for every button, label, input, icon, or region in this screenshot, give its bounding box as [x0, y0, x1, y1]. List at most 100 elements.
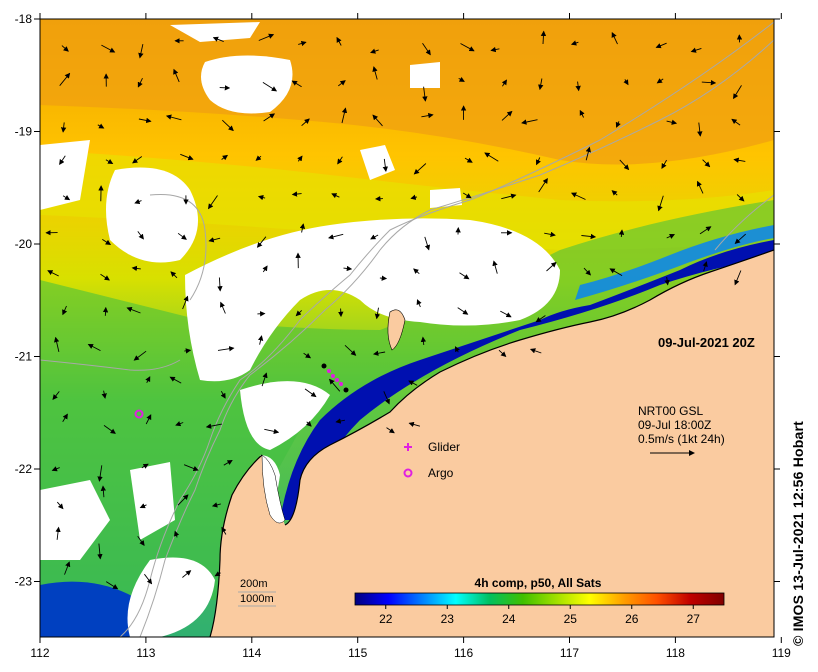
current-vector-arrow [291, 191, 302, 197]
current-vector-arrow [291, 80, 302, 88]
current-vector-arrow [55, 526, 61, 540]
current-vector-arrow [100, 485, 107, 498]
current-vector-arrow [97, 123, 105, 129]
current-vector-arrow [305, 421, 312, 427]
current-vector-arrow [131, 265, 141, 272]
current-vector-arrow [59, 72, 71, 86]
y-tick-label: -19 [15, 125, 33, 139]
current-vector-arrow [344, 344, 357, 356]
current-scale-label: 0.5m/s (1kt 24h) [638, 432, 725, 446]
current-vector-arrow [101, 390, 107, 399]
y-tick-label: -22 [15, 462, 33, 476]
current-vector-arrow [62, 413, 68, 423]
current-vector-arrow [47, 270, 59, 277]
current-vector-arrow [101, 44, 116, 53]
current-vector-arrow [102, 306, 109, 316]
x-tick-label: 116 [454, 646, 473, 660]
current-vector-arrow [690, 47, 702, 53]
current-vector-arrow [464, 157, 473, 163]
current-vector-arrow [207, 195, 218, 210]
x-tick-label: 113 [136, 646, 155, 660]
current-vector-arrow [262, 82, 278, 92]
current-vector-arrow [105, 581, 119, 590]
current-vector-arrow [183, 464, 199, 472]
current-vector-arrow [258, 33, 275, 41]
current-vector-arrow [696, 180, 704, 194]
current-vector-arrow [544, 231, 556, 238]
colorbar-tick-label: 23 [441, 612, 455, 626]
current-vector-arrow [408, 380, 418, 386]
green-coastal-water [40, 200, 774, 600]
current-vector-arrow [328, 233, 344, 240]
current-vector-arrow [734, 233, 746, 244]
current-vector-arrow [212, 36, 224, 43]
current-vector-arrow [257, 335, 264, 345]
current-vector-arrow [420, 336, 427, 346]
current-vector-arrow [303, 352, 312, 359]
current-vector-arrow [144, 573, 153, 585]
y-tick-label: -21 [15, 350, 33, 364]
current-vector-arrow [413, 268, 420, 275]
current-vector-arrow [701, 79, 717, 86]
x-tick-label: 115 [348, 646, 367, 660]
current-vector-arrow [733, 85, 742, 100]
copyright-icon: © [790, 635, 806, 646]
current-vector-arrow [655, 42, 667, 49]
colorbar-tick-label: 24 [502, 612, 516, 626]
current-vector-arrow [221, 154, 229, 161]
current-vector-arrow [257, 194, 266, 201]
current-vector-arrow [137, 231, 144, 240]
current-vector-arrow [211, 502, 221, 508]
current-vector-arrow [666, 119, 678, 125]
current-vector-arrow [500, 310, 512, 318]
current-vector-arrow [733, 157, 746, 163]
x-tick-label: 117 [560, 646, 579, 660]
current-vector-arrow [343, 265, 353, 272]
current-vector-arrow [301, 118, 310, 127]
x-tick-label: 112 [30, 646, 49, 660]
current-vector-arrow [298, 40, 307, 47]
colorbar-ticks: 22 23 24 25 26 27 [379, 605, 700, 626]
current-vector-arrow [217, 346, 235, 352]
current-vector-arrow [262, 265, 268, 273]
current-vector-arrow [454, 346, 460, 353]
current-vector-arrow [217, 277, 223, 292]
current-vector-arrow [408, 421, 421, 428]
current-vector-arrow [702, 261, 708, 272]
current-vector-arrow [521, 119, 538, 125]
current-vector-arrow [221, 526, 227, 535]
colorbar-tick-label: 26 [625, 612, 639, 626]
credit-line: © IMOS 13-Jul-2021 12:56 Hobart [790, 421, 806, 646]
current-vector-arrow [546, 261, 557, 272]
transition-band [40, 150, 774, 250]
current-vector-arrow [173, 530, 180, 538]
current-vector-arrow [132, 156, 143, 164]
current-vector-arrow [422, 43, 431, 56]
argo-float-marker [134, 409, 144, 419]
current-vector-arrow [373, 350, 386, 356]
southwest-cool-water [40, 581, 144, 637]
map-frame [39, 18, 775, 638]
current-vector-arrow [103, 425, 116, 434]
coastal-islands [387, 309, 406, 351]
current-vector-arrow [175, 421, 184, 427]
current-vector-arrow [458, 76, 465, 82]
y-tick-label: -20 [15, 237, 33, 251]
current-vector-arrow [372, 114, 383, 127]
current-vector-arrow [137, 535, 145, 547]
map-timestamp: 09-Jul-2021 20Z [658, 335, 755, 350]
current-vector-arrow [540, 30, 547, 45]
cool-coastal-upwelling [280, 240, 774, 520]
current-vector-arrow [61, 45, 69, 52]
current-vector-arrow [87, 343, 101, 351]
current-source-label: NRT00 GSL [638, 404, 703, 418]
current-vector-arrow [295, 310, 303, 317]
current-vector-arrow [424, 236, 431, 251]
current-vector-arrow [615, 121, 621, 128]
current-vector-arrow [182, 570, 192, 578]
glider-legend-label: Glider [428, 440, 460, 454]
current-vector-arrow [656, 78, 664, 84]
current-vector-arrow [338, 80, 346, 87]
land-mass [210, 250, 774, 637]
